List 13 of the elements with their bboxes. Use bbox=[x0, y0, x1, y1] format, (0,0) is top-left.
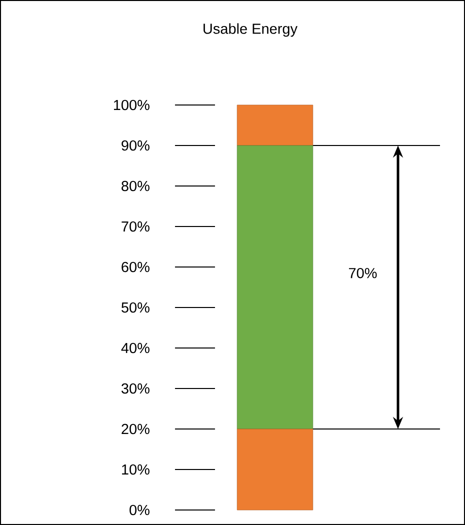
y-tick-label: 60% bbox=[122, 262, 150, 272]
chart-title: Usable Energy bbox=[204, 23, 298, 37]
y-tick-label: 70% bbox=[122, 221, 150, 232]
y-tick-label: 10% bbox=[122, 464, 150, 475]
y-tick-label: 90% bbox=[122, 140, 150, 151]
y-tick-label: 40% bbox=[121, 342, 150, 354]
y-tick-label: 100% bbox=[114, 100, 150, 110]
y-tick-label: 80% bbox=[122, 180, 150, 192]
y-tick-label: 30% bbox=[121, 383, 150, 394]
y-tick-label: 50% bbox=[122, 302, 150, 313]
y-tick-label: 20% bbox=[122, 424, 150, 434]
text: 70% bbox=[348, 268, 377, 278]
y-tick-label: 0% bbox=[130, 504, 150, 516]
